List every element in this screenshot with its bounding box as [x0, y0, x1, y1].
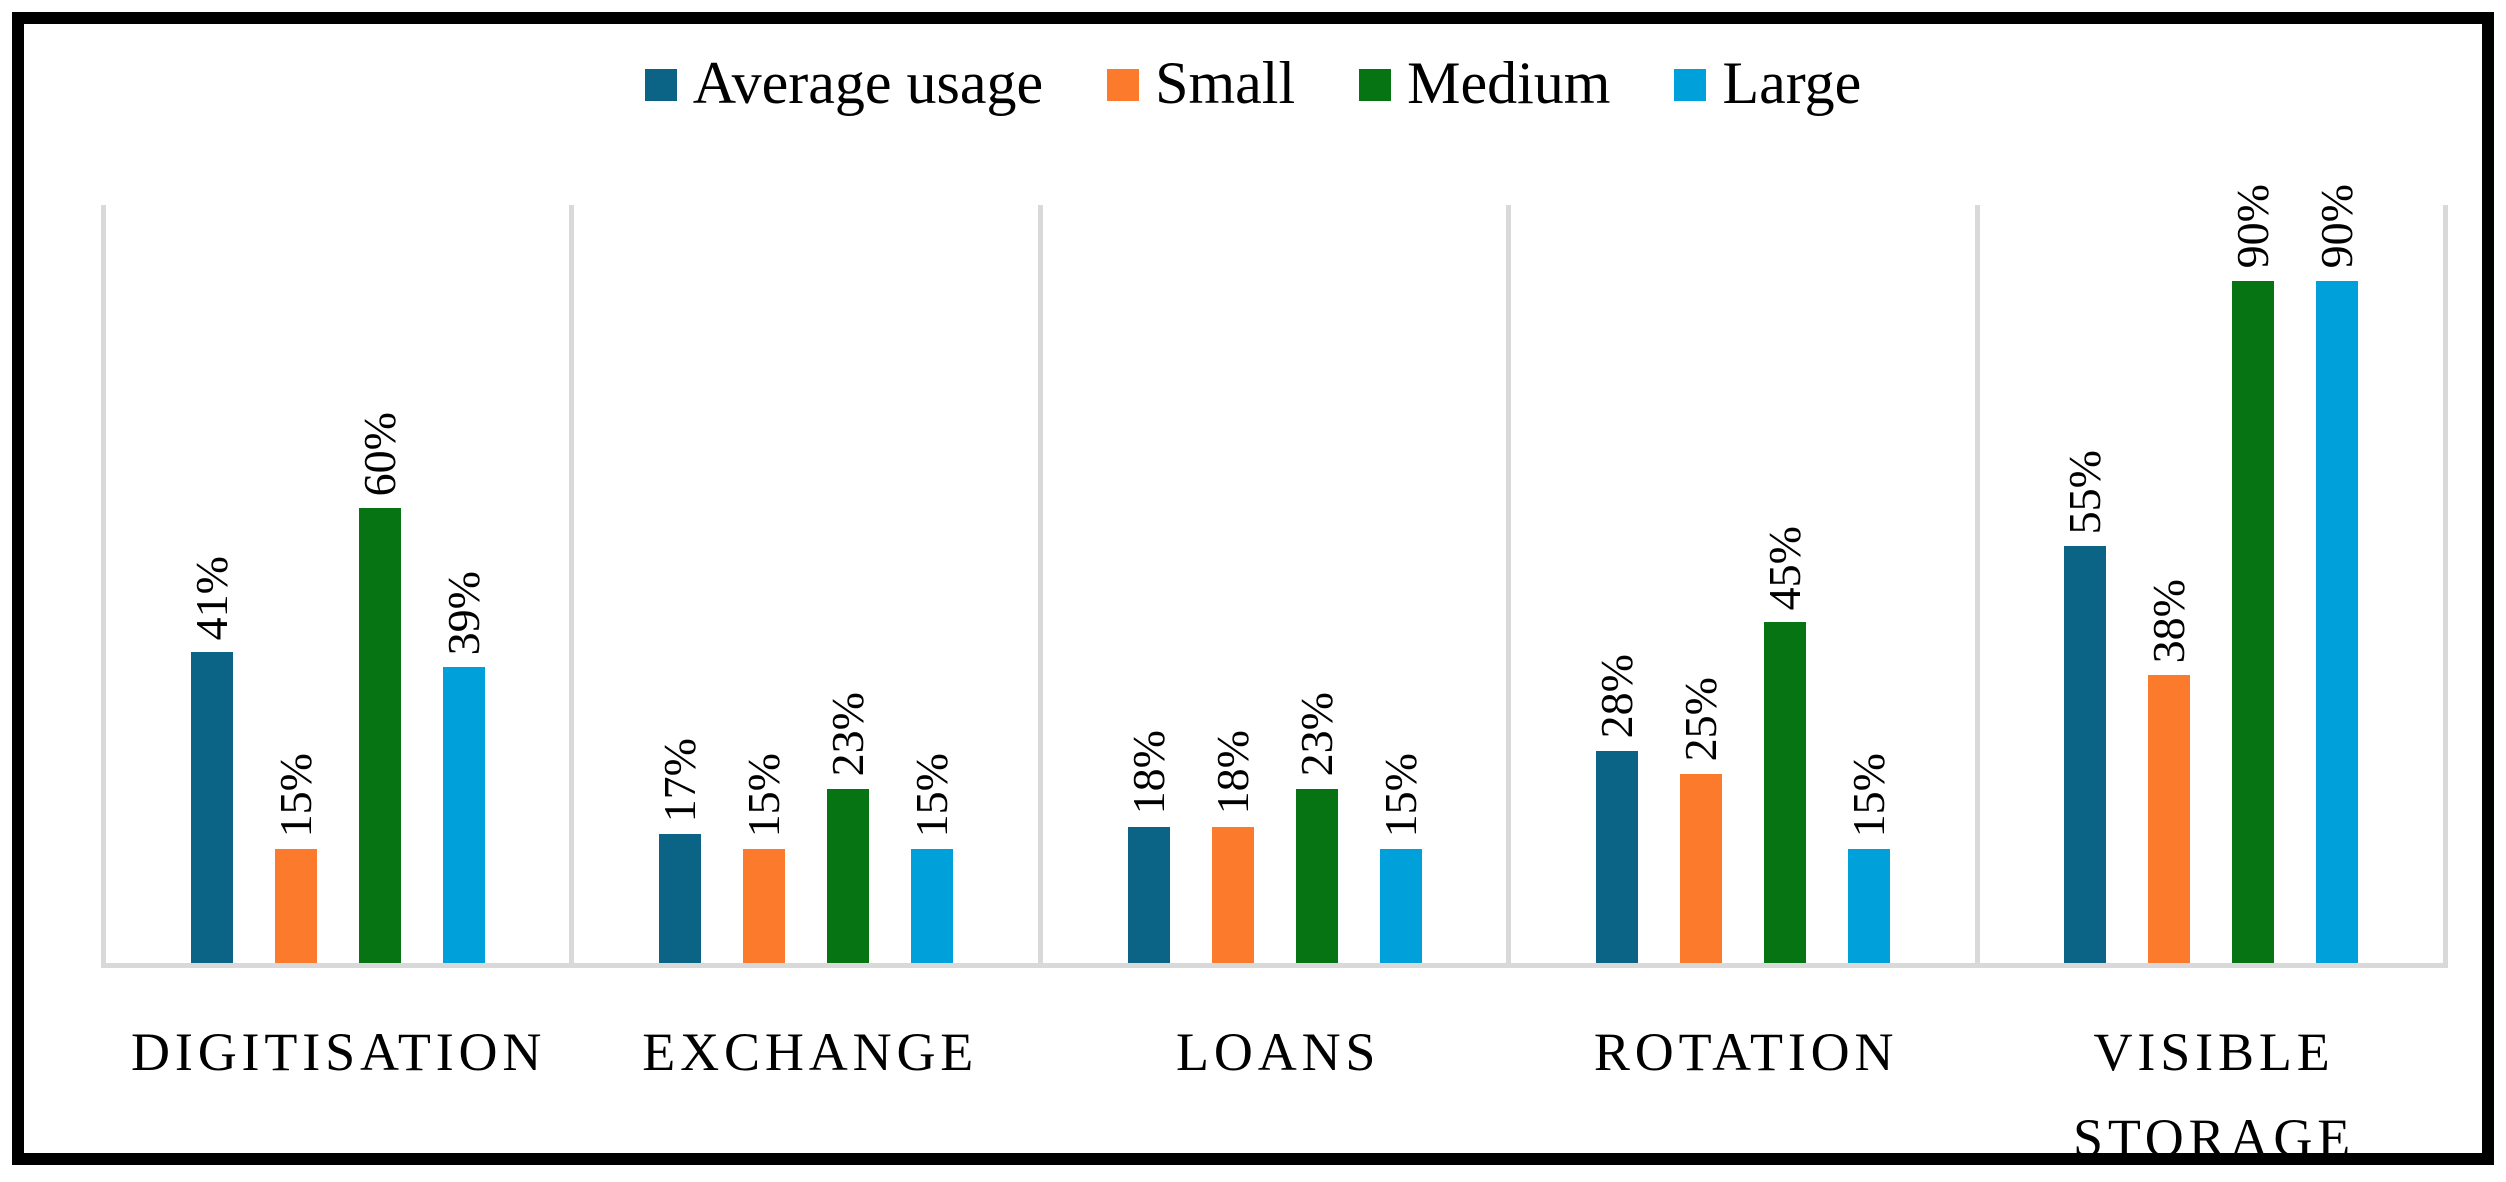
- bar-large-rotation: [1848, 849, 1890, 963]
- bar-cell-average-usage-rotation: 28%: [1594, 205, 1640, 963]
- bar-cell-medium-exchange: 23%: [825, 205, 871, 963]
- data-label-large-loans: 15%: [1378, 753, 1424, 837]
- bar-medium-exchange: [827, 789, 869, 963]
- bar-large-exchange: [911, 849, 953, 963]
- category-label-visible-storage: VISIBLE STORAGE: [1980, 1009, 2448, 1182]
- data-label-small-digitisation: 15%: [273, 753, 319, 837]
- bar-cell-medium-visible-storage: 90%: [2230, 205, 2276, 963]
- legend-label-small: Small: [1155, 50, 1295, 116]
- bar-small-loans: [1212, 827, 1254, 963]
- legend-label-average-usage: Average usage: [693, 50, 1043, 116]
- data-label-large-rotation: 15%: [1846, 753, 1892, 837]
- bar-small-visible-storage: [2148, 675, 2190, 963]
- bar-medium-loans: [1296, 789, 1338, 963]
- bar-medium-visible-storage: [2232, 281, 2274, 963]
- bar-cell-large-visible-storage: 90%: [2314, 205, 2360, 963]
- data-label-medium-visible-storage: 90%: [2230, 184, 2276, 268]
- category-label-exchange: EXCHANGE: [576, 1009, 1044, 1182]
- category-label-rotation: ROTATION: [1512, 1009, 1980, 1182]
- bar-large-visible-storage: [2316, 281, 2358, 963]
- bar-cell-medium-rotation: 45%: [1762, 205, 1808, 963]
- bar-large-digitisation: [443, 667, 485, 963]
- plot-area: 41%15%60%39%17%15%23%15%18%18%23%15%28%2…: [101, 205, 2448, 968]
- bar-cell-medium-loans: 23%: [1294, 205, 1340, 963]
- bar-cell-small-exchange: 15%: [741, 205, 787, 963]
- panel-visible-storage: 55% 38% 90% 90%: [1980, 205, 2443, 963]
- data-label-small-visible-storage: 38%: [2146, 579, 2192, 663]
- data-label-average-usage-digitisation: 41%: [189, 556, 235, 640]
- legend-swatch-average-usage: [645, 69, 677, 101]
- bar-average-usage-rotation: [1596, 751, 1638, 963]
- category-label-digitisation: DIGITISATION: [101, 1009, 576, 1182]
- legend-swatch-small: [1107, 69, 1139, 101]
- data-label-medium-loans: 23%: [1294, 692, 1340, 776]
- bar-small-exchange: [743, 849, 785, 963]
- bar-cell-average-usage-exchange: 17%: [657, 205, 703, 963]
- panel-exchange: 17% 15% 23% 15%: [574, 205, 1042, 963]
- data-label-small-exchange: 15%: [741, 753, 787, 837]
- legend-item-average-usage: Average usage: [645, 50, 1043, 116]
- bar-cell-small-rotation: 25%: [1678, 205, 1724, 963]
- data-label-small-rotation: 25%: [1678, 677, 1724, 761]
- bar-medium-rotation: [1764, 622, 1806, 963]
- bar-cell-small-visible-storage: 38%: [2146, 205, 2192, 963]
- bar-cell-average-usage-visible-storage: 55%: [2062, 205, 2108, 963]
- data-label-medium-exchange: 23%: [825, 692, 871, 776]
- data-label-large-digitisation: 39%: [441, 571, 487, 655]
- bar-large-loans: [1380, 849, 1422, 963]
- bar-cell-large-exchange: 15%: [909, 205, 955, 963]
- data-label-small-loans: 18%: [1210, 730, 1256, 814]
- data-label-average-usage-rotation: 28%: [1594, 654, 1640, 738]
- chart-legend: Average usage Small Medium Large: [24, 50, 2482, 116]
- data-label-large-exchange: 15%: [909, 753, 955, 837]
- legend-swatch-medium: [1359, 69, 1391, 101]
- legend-item-medium: Medium: [1359, 50, 1610, 116]
- bar-cell-average-usage-digitisation: 41%: [189, 205, 235, 963]
- bar-cell-small-digitisation: 15%: [273, 205, 319, 963]
- data-label-medium-rotation: 45%: [1762, 526, 1808, 610]
- bar-small-digitisation: [275, 849, 317, 963]
- bar-average-usage-exchange: [659, 834, 701, 963]
- data-label-average-usage-visible-storage: 55%: [2062, 450, 2108, 534]
- panel-rotation: 28% 25% 45% 15%: [1511, 205, 1979, 963]
- legend-swatch-large: [1674, 69, 1706, 101]
- bar-cell-large-rotation: 15%: [1846, 205, 1892, 963]
- chart-frame: Average usage Small Medium Large 41% 15% 60% 3…: [12, 12, 2494, 1165]
- bar-small-rotation: [1680, 774, 1722, 964]
- category-label-loans: LOANS: [1044, 1009, 1512, 1182]
- legend-label-medium: Medium: [1407, 50, 1610, 116]
- bar-cell-large-loans: 15%: [1378, 205, 1424, 963]
- bar-average-usage-loans: [1128, 827, 1170, 963]
- bar-cell-large-digitisation: 39%: [441, 205, 487, 963]
- data-label-large-visible-storage: 90%: [2314, 184, 2360, 268]
- bar-cell-small-loans: 18%: [1210, 205, 1256, 963]
- panel-loans: 18% 18% 23% 15%: [1043, 205, 1511, 963]
- data-label-average-usage-loans: 18%: [1126, 730, 1172, 814]
- bar-cell-medium-digitisation: 60%: [357, 205, 403, 963]
- bar-average-usage-digitisation: [191, 652, 233, 963]
- bar-average-usage-visible-storage: [2064, 546, 2106, 963]
- legend-label-large: Large: [1722, 50, 1861, 116]
- data-label-average-usage-exchange: 17%: [657, 738, 703, 822]
- legend-item-large: Large: [1674, 50, 1861, 116]
- panel-digitisation: 41% 15% 60% 39%: [106, 205, 574, 963]
- bar-cell-average-usage-loans: 18%: [1126, 205, 1172, 963]
- legend-item-small: Small: [1107, 50, 1295, 116]
- data-label-medium-digitisation: 60%: [357, 412, 403, 496]
- bar-medium-digitisation: [359, 508, 401, 963]
